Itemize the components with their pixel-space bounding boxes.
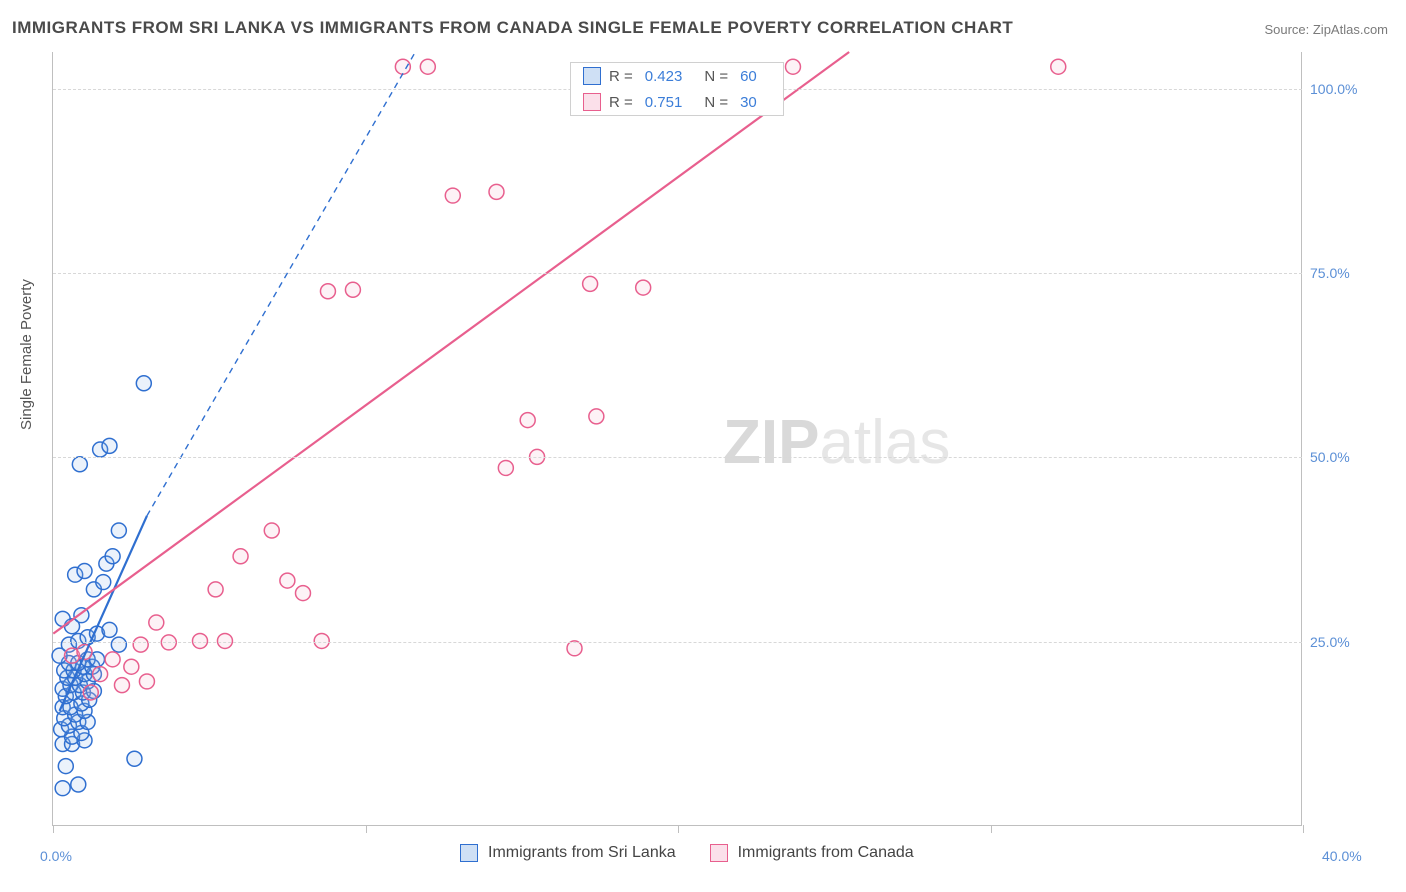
r-value-canada: 0.751 [645,94,683,111]
scatter-point [420,59,435,74]
scatter-point [72,457,87,472]
y-axis-label: Single Female Poverty [18,279,35,430]
r-label: R = [609,68,633,85]
scatter-point [264,523,279,538]
scatter-point [58,759,73,774]
n-label: N = [704,68,728,85]
legend-row-sri-lanka: R = 0.423 N = 60 [571,63,783,89]
series-legend: Immigrants from Sri Lanka Immigrants fro… [460,844,914,862]
chart-title: IMMIGRANTS FROM SRI LANKA VS IMMIGRANTS … [12,18,1013,38]
scatter-point [589,409,604,424]
scatter-point [395,59,410,74]
scatter-point [208,582,223,597]
scatter-point [124,659,139,674]
legend-label-canada: Immigrants from Canada [738,844,914,862]
scatter-point [83,685,98,700]
scatter-point [567,641,582,656]
scatter-point [96,575,111,590]
scatter-point [105,549,120,564]
scatter-point [136,376,151,391]
scatter-point [111,523,126,538]
swatch-sri-lanka [583,67,601,85]
gridline-h [53,457,1302,458]
swatch-canada [710,844,728,862]
swatch-sri-lanka [460,844,478,862]
y-tick-label: 25.0% [1310,634,1390,650]
scatter-point [105,652,120,667]
scatter-point [1051,59,1066,74]
x-tick [1303,825,1304,833]
scatter-point [139,674,154,689]
scatter-point [295,586,310,601]
scatter-point [280,573,295,588]
scatter-point [114,678,129,693]
scatter-point [133,637,148,652]
scatter-point [93,667,108,682]
plot-svg [53,52,1302,825]
scatter-point [445,188,460,203]
plot-area: ZIPatlas 25.0%50.0%75.0%100.0% [52,52,1302,826]
scatter-point [127,751,142,766]
legend-label-sri-lanka: Immigrants from Sri Lanka [488,844,676,862]
r-label: R = [609,94,633,111]
n-value-sri-lanka: 60 [740,68,757,85]
x-tick [991,825,992,833]
y-tick-label: 75.0% [1310,265,1390,281]
scatter-point [71,777,86,792]
y-tick-label: 100.0% [1310,81,1390,97]
scatter-point [498,460,513,475]
scatter-point [102,622,117,637]
scatter-point [233,549,248,564]
x-tick-label-right: 40.0% [1322,848,1362,864]
x-tick-label-left: 0.0% [40,848,72,864]
legend-item-sri-lanka: Immigrants from Sri Lanka [460,844,676,862]
r-value-sri-lanka: 0.423 [645,68,683,85]
n-label: N = [704,94,728,111]
legend-row-canada: R = 0.751 N = 30 [571,89,783,115]
trend-line-dashed [147,52,415,516]
gridline-h [53,642,1302,643]
y-tick-label: 50.0% [1310,449,1390,465]
scatter-point [520,413,535,428]
scatter-point [489,184,504,199]
x-tick [366,825,367,833]
legend-item-canada: Immigrants from Canada [710,844,914,862]
swatch-canada [583,93,601,111]
n-value-canada: 30 [740,94,757,111]
scatter-point [785,59,800,74]
scatter-point [77,564,92,579]
scatter-point [345,282,360,297]
trend-line [53,52,849,634]
scatter-point [636,280,651,295]
scatter-point [55,781,70,796]
scatter-point [149,615,164,630]
scatter-point [102,438,117,453]
x-tick [678,825,679,833]
scatter-point [320,284,335,299]
scatter-point [583,276,598,291]
source-attribution: Source: ZipAtlas.com [1264,22,1388,37]
gridline-h [53,273,1302,274]
scatter-point [111,637,126,652]
correlation-legend: R = 0.423 N = 60 R = 0.751 N = 30 [570,62,784,116]
x-tick [53,825,54,833]
